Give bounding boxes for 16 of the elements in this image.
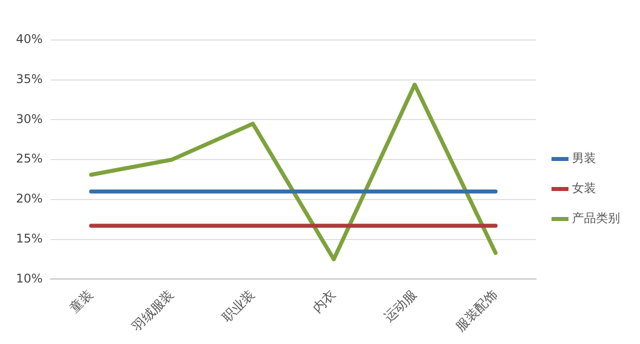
y-tick-label: 30% bbox=[16, 112, 43, 126]
x-tick-label: 职业装 bbox=[220, 287, 258, 326]
x-tick-label: 羽绒服装 bbox=[129, 287, 178, 336]
y-tick-label: 20% bbox=[16, 192, 43, 206]
x-tick-label: 童装 bbox=[66, 286, 96, 316]
x-tick-label: 服装配饰 bbox=[453, 287, 501, 335]
y-tick-label: 35% bbox=[16, 72, 43, 86]
legend-label: 女装 bbox=[572, 181, 596, 196]
x-tick-label: 运动服 bbox=[382, 287, 420, 326]
legend-label: 男装 bbox=[572, 151, 596, 166]
y-tick-label: 15% bbox=[16, 231, 43, 246]
legend-label: 产品类别 bbox=[572, 211, 620, 226]
y-tick-label: 40% bbox=[16, 32, 43, 46]
y-tick-label: 10% bbox=[16, 271, 43, 286]
x-tick-label: 内衣 bbox=[310, 287, 339, 316]
y-tick-label: 25% bbox=[16, 152, 43, 166]
